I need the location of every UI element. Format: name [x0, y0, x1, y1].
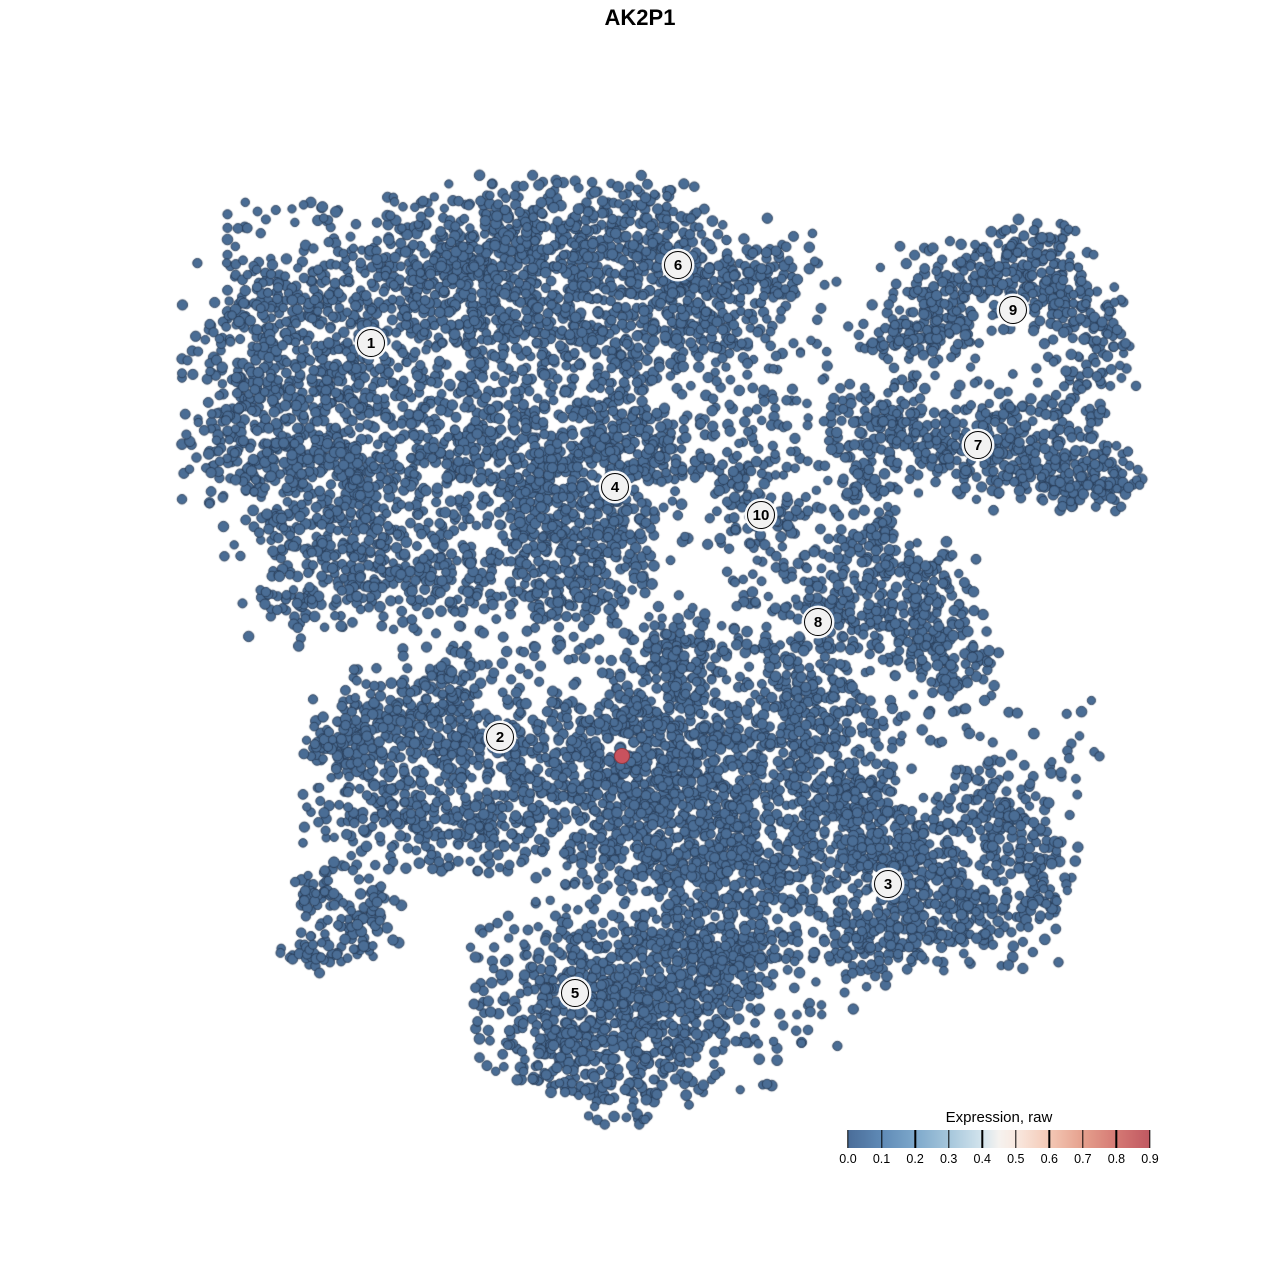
colorbar-tick — [1082, 1130, 1084, 1148]
colorbar-tick-label: 0.9 — [1141, 1152, 1159, 1166]
colorbar-tick — [947, 1130, 950, 1148]
colorbar-tick — [1048, 1130, 1051, 1148]
colorbar-tick-label: 0.6 — [1040, 1152, 1059, 1166]
colorbar-tick — [1015, 1130, 1017, 1148]
plot-title: AK2P1 — [604, 5, 676, 30]
expression-legend: Expression, raw 0.0 0.1 0.2 0.3 0.4 0.5 0.6 0.7… — [839, 1109, 1158, 1168]
colorbar-gradient — [847, 1130, 1151, 1148]
colorbar-tick-label: 0.1 — [872, 1152, 891, 1166]
colorbar-tick — [880, 1130, 883, 1148]
colorbar-tick-label: 0.0 — [839, 1152, 857, 1166]
colorbar-tick-label: 0.2 — [906, 1152, 924, 1166]
highlighted-cell-point — [614, 748, 630, 764]
colorbar-tick-label: 0.7 — [1074, 1152, 1092, 1166]
colorbar-tick — [914, 1130, 916, 1148]
colorbar-tick-label: 0.8 — [1107, 1152, 1126, 1166]
colorbar-tick-label: 0.3 — [939, 1152, 958, 1166]
colorbar-tick — [981, 1130, 983, 1148]
colorbar-tick — [847, 1130, 849, 1148]
colorbar-tick — [1149, 1130, 1151, 1148]
colorbar-tick — [1115, 1130, 1118, 1148]
colorbar-tick-labels: 0.0 0.1 0.2 0.3 0.4 0.5 0.6 0.7 0.8 0.9 — [839, 1152, 1158, 1168]
colorbar-tick-label: 0.4 — [973, 1152, 991, 1166]
colorbar-tick-label: 0.5 — [1007, 1152, 1025, 1166]
legend-title: Expression, raw — [945, 1109, 1053, 1126]
